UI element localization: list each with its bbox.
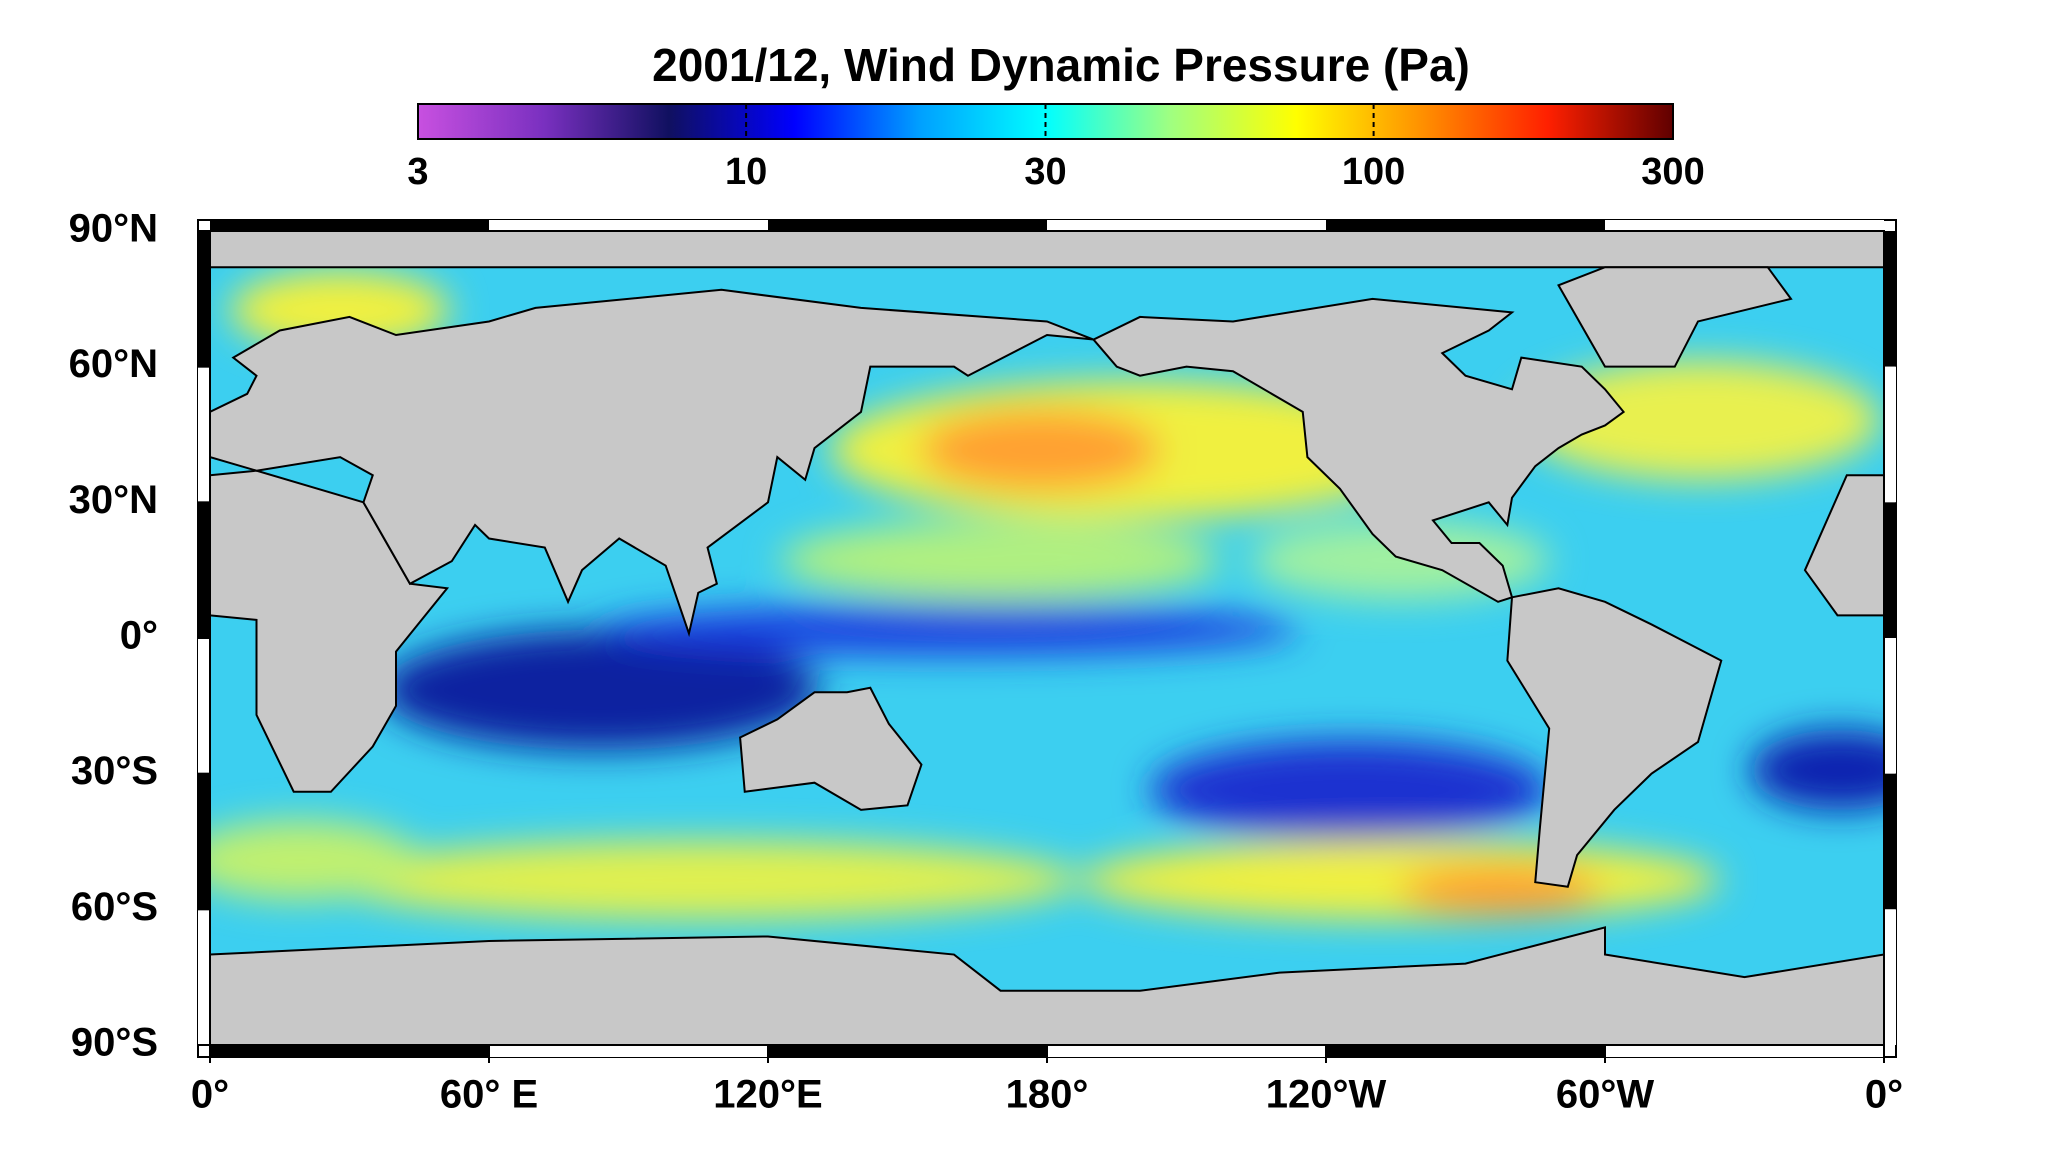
colorbar-tick-label: 10	[725, 151, 767, 193]
y-tick-label: 60°N	[69, 342, 158, 386]
y-tick-label: 90°S	[71, 1021, 158, 1065]
frame-segment	[489, 220, 768, 231]
colorbar-tick-label: 300	[1641, 151, 1704, 193]
x-tick-label: 60° E	[440, 1073, 538, 1117]
frame-segment	[198, 231, 210, 367]
frame-segment	[1326, 1045, 1605, 1057]
plot-border	[209, 230, 1885, 1046]
colorbar-tick-label: 30	[1024, 151, 1066, 193]
colorbar-tick-label: 100	[1342, 151, 1405, 193]
map-field	[210, 231, 1884, 1045]
colorbar-tick-label: 3	[407, 151, 428, 193]
frame-segment	[1605, 1045, 1884, 1057]
frame-segment	[1884, 502, 1896, 638]
y-tick-label: 90°N	[69, 207, 158, 251]
frame-segment	[198, 366, 210, 503]
frame-segment	[198, 909, 210, 1045]
x-tick-label: 60°W	[1556, 1073, 1654, 1117]
frame-segment	[1605, 220, 1884, 231]
x-tick-label: 180°	[1006, 1073, 1089, 1117]
y-tick-label: 30°S	[71, 749, 158, 793]
frame-segment	[1884, 773, 1896, 910]
x-tick-label: 0°	[191, 1073, 229, 1117]
frame-segment	[1047, 1045, 1326, 1057]
y-tick-label: 0°	[120, 614, 158, 658]
x-tick-label: 120°W	[1266, 1073, 1387, 1117]
frame-segment	[210, 220, 489, 231]
title: 2001/12, Wind Dynamic Pressure (Pa)	[652, 39, 1470, 91]
frame-segment	[489, 1045, 768, 1057]
frame-segment	[1326, 220, 1605, 231]
frame-segment	[768, 220, 1047, 231]
frame-segment	[198, 638, 210, 774]
frame-segment	[198, 773, 210, 910]
frame-segment	[198, 502, 210, 638]
frame-segment	[1884, 366, 1896, 503]
frame-segment	[210, 1045, 489, 1057]
y-tick-label: 30°N	[69, 478, 158, 522]
x-tick-label: 0°	[1865, 1073, 1903, 1117]
x-tick-label: 120°E	[713, 1073, 822, 1117]
frame-segment	[768, 1045, 1047, 1057]
frame-segment	[1047, 220, 1326, 231]
frame-segment	[1884, 638, 1896, 774]
frame-segment	[1884, 909, 1896, 1045]
frame-segment	[1884, 231, 1896, 367]
y-tick-label: 60°S	[71, 885, 158, 929]
